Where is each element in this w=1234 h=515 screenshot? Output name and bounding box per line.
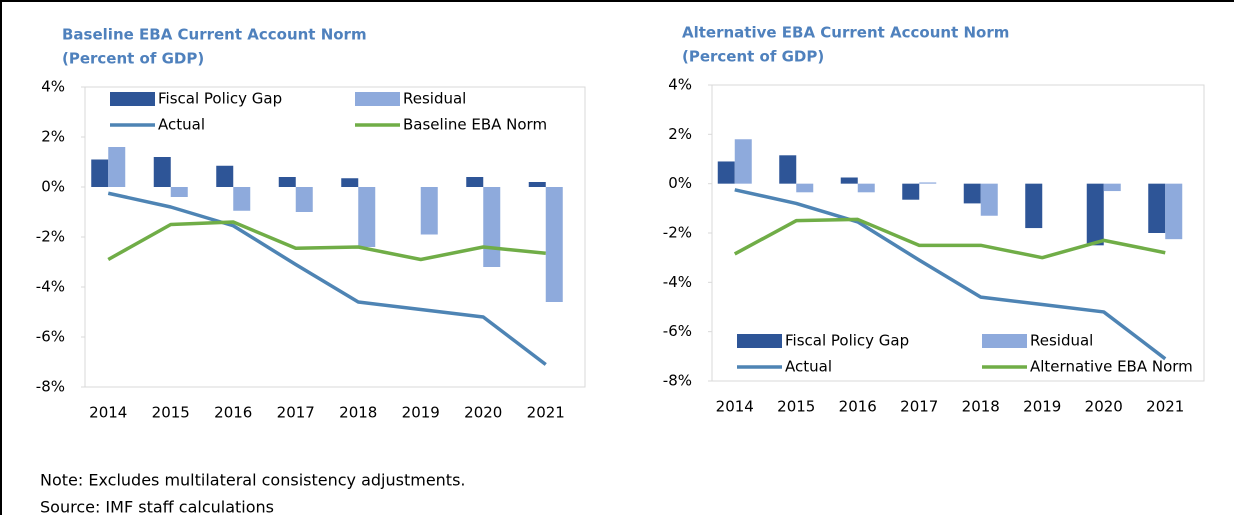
y-tick-label: 0% [668,174,692,192]
bar [1103,183,1121,192]
x-tick-label: 2015 [777,398,815,416]
x-tick-label: 2017 [900,398,938,416]
bar [796,183,814,193]
y-tick-label: 4% [668,76,692,94]
x-tick-label: 2020 [464,404,502,422]
bar [545,187,563,302]
x-tick-label: 2014 [716,398,754,416]
legend-swatch [737,334,782,348]
bar [420,187,438,235]
x-tick-label: 2014 [89,404,127,422]
chart-title: Baseline EBA Current Account Norm [62,26,367,44]
note: Note: Excludes multilateral consistency … [40,471,466,490]
line [734,188,1167,361]
bar [528,182,546,187]
bar [919,182,937,184]
bar [980,183,998,216]
bar [466,177,484,187]
bar [341,178,359,187]
x-tick-label: 2017 [277,404,315,422]
bar [717,161,735,184]
legend-swatch [110,92,155,106]
chart-subtitle: (Percent of GDP) [682,48,824,66]
legend-label: Fiscal Policy Gap [158,90,282,108]
line [107,220,546,262]
legend-swatch [982,334,1027,348]
legend-label: Actual [158,116,205,134]
x-tick-label: 2020 [1085,398,1123,416]
y-tick-label: -8% [36,378,65,396]
legend-swatch [355,92,400,106]
bar [779,155,797,184]
bar [857,183,875,193]
bar [358,187,376,247]
bar [840,177,858,184]
y-tick-label: -2% [36,228,65,246]
legend-label: Residual [403,90,466,108]
y-tick-label: -4% [36,278,65,296]
source: Source: IMF staff calculations [40,498,274,515]
x-tick-label: 2021 [1146,398,1184,416]
bar [278,177,296,187]
chart-title: Alternative EBA Current Account Norm [682,24,1009,42]
y-tick-label: -6% [36,328,65,346]
legend-label: Actual [785,358,832,376]
legend-label: Alternative EBA Norm [1030,358,1193,376]
bar [1148,183,1166,233]
y-tick-label: 2% [41,128,65,146]
bar [153,157,171,187]
bar [108,147,126,187]
x-tick-label: 2015 [152,404,190,422]
bar [963,183,981,204]
y-tick-label: -6% [663,322,692,340]
bar [295,187,313,212]
y-tick-label: 2% [668,125,692,143]
line [733,217,1166,260]
x-tick-label: 2016 [214,404,252,422]
bar [233,187,251,211]
chart-subtitle: (Percent of GDP) [62,50,204,68]
x-tick-label: 2016 [839,398,877,416]
legend-label: Residual [1030,332,1093,350]
y-tick-label: 4% [41,78,65,96]
bar [216,165,234,187]
line [107,191,547,366]
bar [170,187,188,197]
x-tick-label: 2018 [962,398,1000,416]
x-tick-label: 2019 [402,404,440,422]
x-tick-label: 2021 [527,404,565,422]
y-tick-label: -4% [663,273,692,291]
y-tick-label: 0% [41,178,65,196]
y-tick-label: -8% [663,372,692,390]
bar [91,159,109,187]
bar [483,187,501,267]
legend-label: Baseline EBA Norm [403,116,547,134]
legend-label: Fiscal Policy Gap [785,332,909,350]
bar [734,139,752,184]
bar [1025,183,1043,229]
x-tick-label: 2018 [339,404,377,422]
bar [1086,183,1104,246]
y-tick-label: -2% [663,224,692,242]
bar [902,183,920,200]
x-tick-label: 2019 [1023,398,1061,416]
bar [1165,183,1183,240]
